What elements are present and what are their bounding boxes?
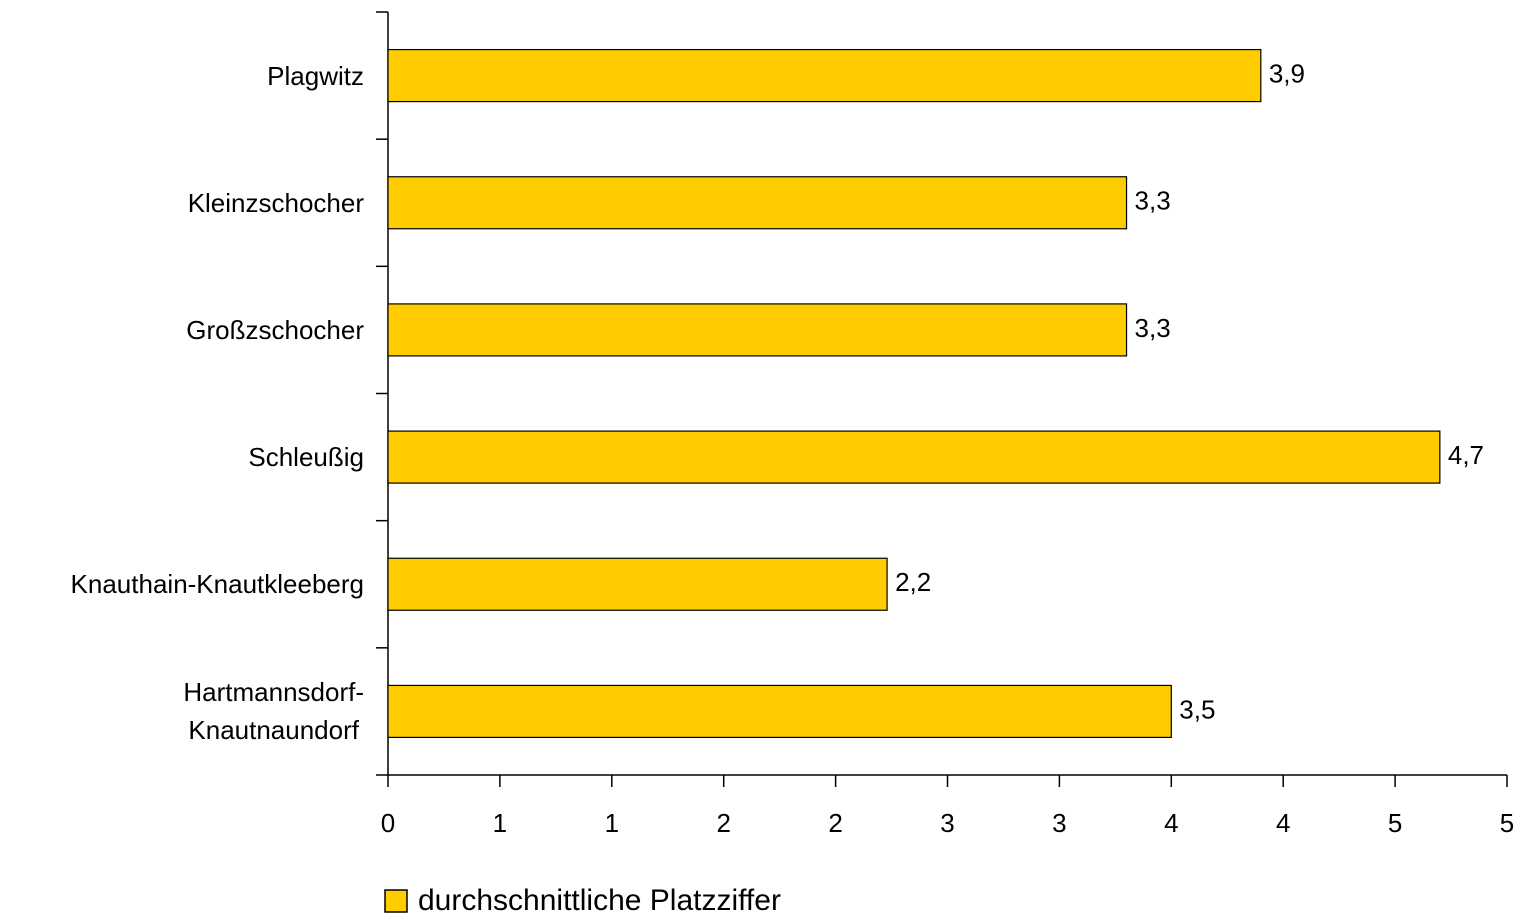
category-label: Großzschocher (186, 314, 364, 345)
category-label: Schleußig (248, 442, 364, 473)
bar (387, 176, 1128, 230)
bar (387, 557, 888, 611)
value-label: 3,3 (1135, 313, 1171, 343)
value-label: 3,3 (1135, 186, 1171, 216)
x-tick-label: 4 (1276, 808, 1290, 838)
x-tick-label: 5 (1500, 808, 1514, 838)
category-label: Knauthain-Knautkleeberg (70, 569, 364, 600)
x-tick-label: 0 (381, 808, 395, 838)
value-label: 3,5 (1179, 694, 1215, 724)
value-label: 2,2 (895, 567, 931, 597)
x-tick-label: 1 (493, 808, 507, 838)
bar (387, 684, 1172, 739)
bar (387, 48, 1262, 103)
legend-swatch (384, 889, 408, 913)
x-tick-label: 1 (605, 808, 619, 838)
value-label: 4,7 (1448, 440, 1484, 470)
category-label: Kleinzschocher (187, 187, 364, 218)
category-label: Hartmannsdorf- Knautnaundorf (183, 677, 364, 746)
x-tick-label: 3 (1052, 808, 1066, 838)
x-tick-label: 2 (828, 808, 842, 838)
bar (387, 430, 1441, 484)
x-tick-label: 5 (1388, 808, 1402, 838)
legend-label: durchschnittliche Platzziffer (418, 884, 781, 917)
category-label: Plagwitz (267, 60, 364, 91)
x-tick-label: 4 (1164, 808, 1178, 838)
x-tick-label: 2 (716, 808, 730, 838)
bar (387, 303, 1128, 357)
x-tick-label: 3 (940, 808, 954, 838)
value-label: 3,9 (1269, 58, 1305, 88)
